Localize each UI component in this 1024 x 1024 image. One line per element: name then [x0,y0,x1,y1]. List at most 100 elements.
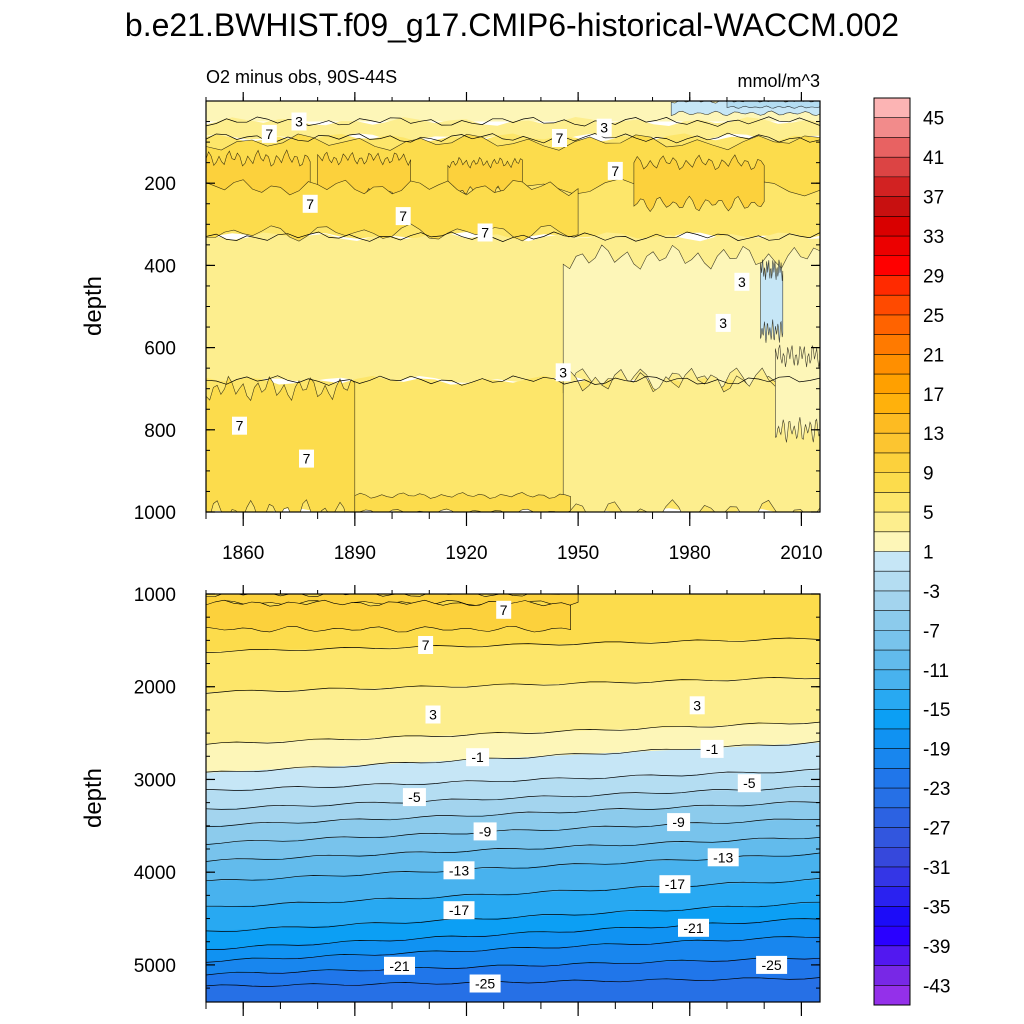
upper-contour-label: 7 [232,416,247,435]
lower-y-tick-label: 4000 [134,863,176,884]
lower-contour-label-text: -17 [449,902,469,918]
lower-contour-line-3 [206,721,820,745]
lower-patch-1 [206,599,571,633]
lower-contour-label: -1 [700,739,724,758]
colorbar-label: 33 [923,227,944,248]
upper-x-tick-label: 1980 [669,543,711,564]
colorbar-label: 45 [923,109,944,130]
upper-contour-label: 7 [607,161,623,180]
lower-contour-label: -25 [756,955,788,974]
lower-contour-line-16 [206,977,820,987]
colorbar-swatch [874,728,910,749]
lower-y-axis-label: depth [80,768,107,828]
lower-contour-label: -5 [737,774,761,793]
lower-contour-label: -17 [659,875,691,894]
upper-axes: 200 400 600 800 1000 1860 1890 1920 1950 1980 2010 [134,92,823,564]
upper-x-tick-label: 1950 [557,543,599,564]
colorbar-label: -19 [923,740,950,761]
lower-contour-label-text: -21 [683,920,703,936]
upper-contour-label: 7 [552,129,567,147]
lower-contour-line-1 [206,637,820,653]
colorbar-swatch [874,98,910,119]
colorbar-swatch [874,610,910,631]
colorbar-label: 13 [923,424,944,445]
upper-x-tick-label: 1920 [445,543,487,564]
colorbar-label: -27 [923,819,950,840]
colorbar-swatch [874,354,910,375]
colorbar-label: -3 [923,582,940,603]
upper-patch-4 [633,154,765,213]
colorbar-swatch [874,531,910,552]
lower-contour-label: -13 [707,848,739,867]
colorbar-swatch [874,571,910,592]
colorbar-swatch [874,275,910,296]
colorbar-label: 41 [923,148,944,169]
lower-contour-line-8 [206,818,820,845]
upper-contour-label: 7 [299,449,314,468]
colorbar-label: -31 [923,858,950,879]
lower-y-tick-label: 3000 [134,770,176,791]
lower-axes: 1000 2000 3000 4000 5000 [134,585,820,1016]
colorbar-swatch [874,196,910,217]
upper-x-tick-label: 1890 [334,543,376,564]
lower-y-tick-label: 1000 [134,585,176,606]
upper-contour-label-text: 7 [236,418,244,434]
colorbar-swatch [874,393,910,414]
lower-contour-label-text: 7 [500,602,508,618]
upper-contour-label: 7 [477,223,493,242]
upper-y-tick-label: 400 [144,256,176,277]
colorbar-swatch [874,255,910,276]
upper-contour-label: 3 [734,272,750,291]
colorbar-label: 1 [923,543,934,564]
upper-x-tick-label: 1860 [222,543,264,564]
colorbar-label: 29 [923,267,944,288]
upper-patch-7 [562,367,820,512]
upper-contour-label: 7 [395,207,411,226]
lower-contour-label: -5 [402,788,426,807]
colorbar-swatch [874,236,910,257]
colorbar-swatch [874,906,910,927]
lower-y-tick-label: 5000 [134,956,176,977]
lower-contour-line-6 [206,785,820,810]
colorbar: 45 41 37 33 29 25 21 17 13 9 5 1 -3 -7 -11 -15 -19 -23 -27… [873,97,950,1006]
colorbar-swatch [874,176,910,197]
lower-contour-label-text: -1 [706,741,719,757]
lower-contour-label-text: -5 [743,775,756,791]
lower-plot-frame [205,593,821,1003]
upper-contour-lines [206,116,820,386]
colorbar-label: -43 [923,976,950,997]
lower-contour-label-text: -13 [713,849,733,865]
upper-band-1 [206,117,820,143]
lower-contour-label: -17 [443,901,475,920]
upper-contour-line-2 [206,132,820,144]
upper-y-tick-label: 800 [144,421,176,442]
colorbar-swatch [874,452,910,473]
upper-contour-line-1 [206,116,820,127]
upper-contour-label-text: 3 [719,315,727,331]
lower-contour-label-text: -25 [475,976,495,992]
colorbar-label: -11 [923,661,949,682]
lower-contour-label: -1 [466,748,490,767]
upper-contour-label-text: 3 [559,364,567,380]
lower-contour-line-11 [206,878,820,908]
lower-contour-label-text: -9 [672,814,685,830]
upper-contour-label-text: 7 [481,225,489,241]
lower-contour-label-text: 3 [429,707,437,723]
lower-contour-label: -21 [678,918,709,937]
lower-contour-label: -25 [469,974,501,993]
colorbar-swatch [874,551,910,572]
lower-contour-panel: 7 7 3 3 -1 -1 -5 -5 -9 -9 -13 -13 -17 -17 -21 -21 -25 -25… [80,585,821,1016]
lower-contour-label-text: -17 [665,876,685,892]
lower-contour-label: -9 [667,813,691,832]
colorbar-label: -39 [923,937,950,958]
upper-contour-label: 3 [596,118,612,137]
lower-contour-line-13 [206,918,820,950]
upper-contour-label-text: 7 [306,196,314,212]
colorbar-swatch [874,709,910,730]
lower-contour-line-15 [206,957,820,976]
colorbar-swatch [874,374,910,395]
colorbar-label: 5 [923,503,934,524]
colorbar-label: -23 [923,779,950,800]
colorbar-swatch [874,137,910,158]
lower-contour-label: -13 [443,861,475,880]
